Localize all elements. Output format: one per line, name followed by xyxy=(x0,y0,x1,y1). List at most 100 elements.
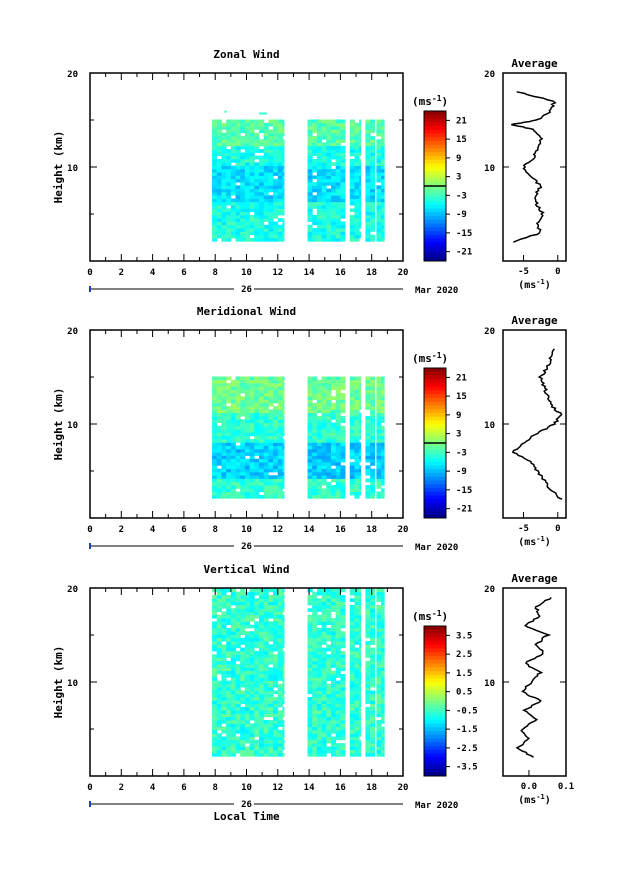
heatmap-cell xyxy=(365,621,371,626)
heatmap-cell xyxy=(240,165,246,170)
heatmap-cell xyxy=(316,435,323,440)
heatmap-cell xyxy=(212,165,218,170)
heatmap-cell xyxy=(381,195,385,199)
heatmap-cell xyxy=(312,637,318,642)
heatmap-cell xyxy=(259,224,265,229)
heatmap-cell xyxy=(370,129,376,134)
heatmap-cell xyxy=(321,221,327,226)
heatmap-cell xyxy=(235,710,241,714)
heatmap-cell xyxy=(263,736,269,741)
heatmap-cell xyxy=(249,402,255,407)
heatmap-cell xyxy=(254,389,260,394)
heatmap-cell xyxy=(365,422,371,427)
heatmap-cell xyxy=(273,152,279,157)
heatmap-cell xyxy=(335,660,341,665)
heatmap-cell xyxy=(381,706,385,711)
heatmap-cell xyxy=(376,644,382,649)
heatmap-cell xyxy=(277,720,283,724)
heatmap-cell xyxy=(354,142,360,147)
heatmap-cell xyxy=(282,149,285,153)
heatmap-cell xyxy=(273,713,279,718)
heatmap-cell xyxy=(331,608,337,612)
heatmap-cell xyxy=(240,693,246,698)
heatmap-cell xyxy=(331,706,337,711)
heatmap-cell xyxy=(268,614,274,619)
heatmap-cell xyxy=(335,168,341,173)
heatmap-cell xyxy=(277,129,283,134)
profile-x-tick-label: 0.0 xyxy=(521,782,537,792)
heatmap-cell xyxy=(268,237,274,242)
heatmap-cell xyxy=(230,129,236,134)
heatmap-cell xyxy=(381,139,385,143)
heatmap-cell xyxy=(365,455,371,460)
heatmap-cell xyxy=(321,647,327,652)
heatmap-cell xyxy=(268,149,274,153)
heatmap-cell xyxy=(277,175,283,180)
heatmap-cell xyxy=(249,716,255,721)
heatmap-cell xyxy=(376,588,382,593)
heatmap-cell xyxy=(254,228,260,232)
heatmap-cell xyxy=(370,621,376,626)
heatmap-cell xyxy=(259,455,265,460)
heatmap-cell xyxy=(359,478,362,483)
heatmap-cell xyxy=(376,383,382,387)
heatmap-cell xyxy=(365,439,371,443)
heatmap-cell xyxy=(365,693,371,698)
heatmap-cell xyxy=(273,221,279,226)
colorbar-segment xyxy=(424,114,446,119)
heatmap-cell xyxy=(376,195,382,199)
heatmap-cell xyxy=(249,152,255,157)
heatmap-cell xyxy=(370,439,376,443)
heatmap-cell xyxy=(340,690,346,695)
heatmap-cell xyxy=(354,406,360,410)
colorbar-segment xyxy=(424,111,446,116)
heatmap-cell xyxy=(340,631,346,635)
heatmap-cell xyxy=(370,152,376,157)
heatmap-cell xyxy=(381,435,385,440)
heatmap-cell xyxy=(354,201,360,206)
heatmap-cell xyxy=(340,228,346,232)
heatmap-cell xyxy=(376,598,382,603)
heatmap-cell xyxy=(359,386,362,391)
heatmap-cell xyxy=(370,700,376,705)
heatmap-cell xyxy=(331,201,337,206)
heatmap-cell xyxy=(365,162,371,166)
heatmap-cell xyxy=(340,172,346,176)
heatmap-cell xyxy=(212,234,218,239)
heatmap-cell xyxy=(365,624,371,629)
heatmap-cell xyxy=(349,145,355,150)
colorbar-segment xyxy=(424,227,446,232)
heatmap-cell xyxy=(354,650,360,655)
heatmap-cell xyxy=(221,152,227,157)
heatmap-cell xyxy=(226,208,232,213)
heatmap-cell xyxy=(282,657,285,662)
heatmap-cell xyxy=(259,376,265,381)
heatmap-cell xyxy=(335,234,341,239)
heatmap-cell xyxy=(263,159,269,163)
heatmap-cell xyxy=(381,178,385,183)
heatmap-cell xyxy=(254,716,260,721)
heatmap-cell xyxy=(316,720,323,724)
heatmap-cell xyxy=(321,406,327,410)
heatmap-cell xyxy=(316,674,323,678)
heatmap-cell xyxy=(312,458,318,463)
heatmap-cell xyxy=(376,465,382,470)
heatmap-cell xyxy=(349,139,355,143)
colorbar-tick-label: -15 xyxy=(456,486,472,496)
heatmap-cell xyxy=(259,228,265,232)
heatmap-cell xyxy=(312,442,318,447)
heatmap-cell xyxy=(376,654,382,658)
heatmap-cell xyxy=(273,211,279,216)
heatmap-cell xyxy=(249,749,255,754)
heatmap-cell xyxy=(370,135,376,140)
y-tick-label: 20 xyxy=(67,327,78,337)
heatmap-cell xyxy=(349,670,355,675)
heatmap-cell xyxy=(254,478,260,483)
heatmap-cell xyxy=(354,588,360,593)
heatmap-cell xyxy=(365,674,371,678)
heatmap-cell xyxy=(335,228,341,232)
heatmap-cell xyxy=(365,237,371,242)
heatmap-cell xyxy=(235,604,241,609)
heatmap-cell xyxy=(365,598,371,603)
heatmap-cell xyxy=(221,743,227,747)
